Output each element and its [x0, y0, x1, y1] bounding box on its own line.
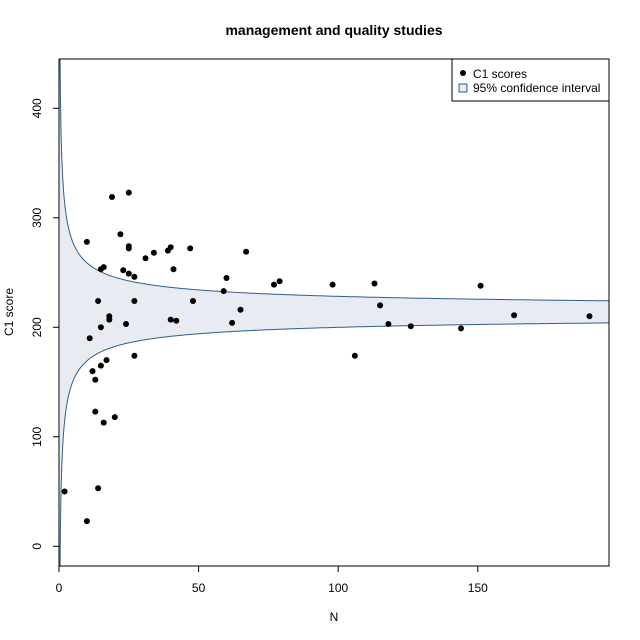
data-point — [61, 488, 68, 495]
y-tick-label: 400 — [30, 98, 44, 118]
data-point — [173, 317, 180, 324]
confidence-band — [59, 59, 609, 566]
data-point — [131, 273, 138, 280]
points-layer — [61, 189, 593, 525]
y-tick-label: 300 — [30, 207, 44, 227]
y-tick-label: 100 — [30, 426, 44, 446]
data-point — [95, 485, 102, 492]
x-tick-label: 150 — [468, 581, 488, 595]
data-point — [142, 255, 149, 262]
data-point — [92, 408, 99, 415]
data-point — [407, 323, 414, 330]
data-point — [123, 321, 129, 327]
confidence-lower-curve — [59, 322, 609, 566]
data-point — [86, 335, 93, 342]
data-point — [125, 243, 132, 250]
data-point — [131, 352, 138, 359]
x-axis: 0 50 100 150 — [56, 565, 488, 595]
data-point — [223, 275, 230, 281]
data-point — [385, 321, 392, 327]
y-axis-label: C1 score — [2, 288, 16, 336]
data-point — [83, 518, 90, 525]
data-point — [377, 302, 384, 309]
legend-box — [451, 58, 610, 102]
legend-point-marker — [460, 70, 466, 76]
data-point — [229, 319, 236, 326]
legend-band-marker — [458, 83, 468, 93]
data-point — [83, 238, 90, 245]
data-point — [97, 324, 104, 331]
data-point — [190, 298, 196, 304]
data-point — [170, 266, 177, 273]
data-point — [103, 357, 110, 364]
data-point — [586, 313, 593, 320]
data-point — [167, 244, 174, 251]
data-point — [271, 281, 277, 288]
x-tick-label: 0 — [56, 581, 63, 595]
confidence-upper-curve — [59, 59, 609, 302]
data-point — [220, 288, 227, 295]
x-tick-label: 50 — [192, 581, 206, 595]
data-point — [89, 368, 96, 375]
data-point — [100, 419, 107, 426]
data-point — [92, 376, 99, 383]
data-point — [243, 248, 250, 255]
data-point — [351, 352, 358, 359]
data-point — [125, 270, 132, 277]
data-point — [276, 278, 283, 285]
data-point — [125, 189, 132, 196]
data-point — [187, 245, 194, 252]
data-point — [511, 312, 518, 319]
data-point — [109, 194, 115, 200]
y-tick-label: 200 — [30, 317, 44, 337]
legend: C1 scores 95% confidence interval — [451, 58, 610, 102]
data-point — [237, 306, 244, 313]
data-point — [458, 325, 464, 332]
data-point — [329, 281, 336, 288]
data-point — [117, 231, 124, 238]
data-point — [97, 362, 104, 369]
data-point — [120, 267, 127, 274]
x-axis-label: N — [330, 610, 339, 624]
data-point — [95, 298, 102, 304]
x-tick-label: 100 — [328, 581, 348, 595]
data-point — [150, 249, 157, 256]
legend-label-interval: 95% confidence interval — [473, 81, 600, 95]
data-point — [371, 280, 378, 287]
data-point — [477, 282, 484, 289]
data-point — [100, 264, 107, 271]
y-tick-label: 0 — [30, 543, 44, 550]
data-point — [111, 414, 118, 421]
data-point — [131, 298, 138, 304]
data-point — [167, 316, 174, 323]
chart-title: management and quality studies — [225, 22, 442, 38]
legend-label-scores: C1 scores — [473, 67, 527, 81]
y-axis: 0 100 200 300 400 — [30, 98, 60, 550]
data-point — [106, 313, 113, 320]
